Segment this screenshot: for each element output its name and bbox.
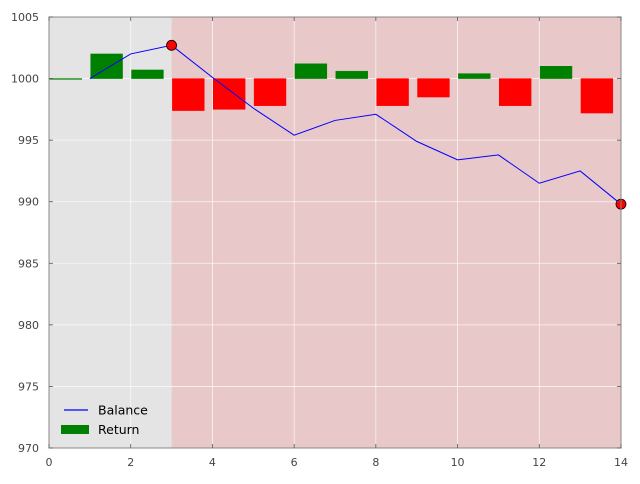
return-bar [539,66,573,79]
return-bar [294,63,328,79]
plot-frame [48,16,622,449]
return-bar [335,70,368,79]
return-bar [417,78,450,98]
y-tick-labels: 970 975 980 985 990 995 1000 1005 [11,11,39,455]
return-bar [458,73,491,79]
x-tick-label: 8 [372,456,379,469]
x-tick-label: 0 [46,456,53,469]
return-bar [212,78,246,110]
y-tick-label: 995 [18,134,39,147]
balance-line [89,44,622,205]
return-bar [172,78,205,111]
return-bars [49,53,614,114]
x-tick-labels: 0 2 4 6 8 10 12 14 [46,456,629,469]
x-tick-label: 10 [451,456,465,469]
y-tick-label: 1005 [11,11,39,24]
y-tick-label: 990 [18,196,39,209]
y-tick-label: 1000 [11,73,39,86]
x-tick-label: 12 [532,456,546,469]
x-tick-label: 2 [127,456,134,469]
shaded-regions [49,17,622,448]
return-bar [498,78,532,106]
return-bar [49,78,82,80]
return-bar [253,78,287,106]
return-bar [376,78,409,106]
x-tick-label: 6 [291,456,298,469]
y-tick-label: 975 [18,380,39,393]
y-tick-label: 980 [18,319,39,332]
return-bar [580,78,614,114]
legend-return-swatch [61,425,89,434]
y-tick-label: 985 [18,257,39,270]
y-tick-label: 970 [18,442,39,455]
legend: Balance Return [61,403,148,437]
legend-return-label: Return [98,422,139,437]
return-bar [131,69,164,79]
shaded-region-0 [49,17,172,448]
legend-balance-label: Balance [98,403,148,418]
x-tick-label: 4 [209,456,216,469]
balance-line-group [89,44,622,205]
marker-point [166,39,177,51]
axis-ticks [48,16,622,449]
x-tick-label: 14 [614,456,628,469]
